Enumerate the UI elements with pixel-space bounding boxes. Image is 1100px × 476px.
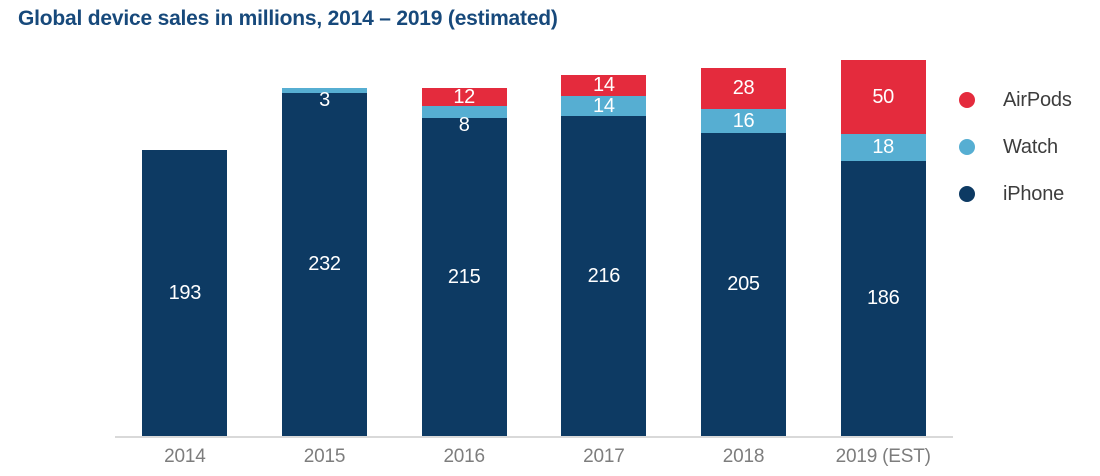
value-label: 216 xyxy=(587,265,621,288)
segment-iphone: 232 xyxy=(282,92,367,436)
segment-airpods: 50 xyxy=(840,60,926,135)
segment-iphone: 186 xyxy=(840,160,926,436)
legend-item-iphone: iPhone xyxy=(959,178,1072,210)
value-label: 50 xyxy=(872,86,895,109)
x-axis-label: 2019 (EST) xyxy=(835,446,931,467)
segment-iphone: 216 xyxy=(561,116,647,436)
stacked-bar: 28 16 205 xyxy=(674,0,814,436)
segment-iphone: 215 xyxy=(421,117,507,436)
value-label: 215 xyxy=(447,265,481,288)
stacked-bar: 14 14 216 xyxy=(534,0,674,436)
value-label: 193 xyxy=(168,282,202,305)
value-label: 3 xyxy=(319,88,330,111)
legend-label-watch: Watch xyxy=(1003,135,1058,158)
legend: AirPods Watch iPhone xyxy=(959,84,1072,225)
legend-swatch-iphone-icon xyxy=(959,186,975,202)
segment-airpods: 12 xyxy=(421,86,507,109)
value-label: 28 xyxy=(732,77,755,100)
value-label: 14 xyxy=(593,74,615,97)
x-axis-label: 2018 xyxy=(722,446,765,467)
stacked-bar: 193 xyxy=(115,0,255,436)
x-axis-label: 2014 xyxy=(164,446,206,467)
value-label: 186 xyxy=(866,287,900,310)
segment-airpods: 28 xyxy=(701,67,787,109)
x-axis-line xyxy=(115,436,953,438)
x-axis-labels: 2014 2015 2016 2017 2018 2019 (EST) xyxy=(115,446,953,468)
segment-airpods: 14 xyxy=(561,74,647,97)
value-label: 14 xyxy=(593,94,615,117)
value-label: 16 xyxy=(732,109,755,132)
segment-iphone: 205 xyxy=(701,132,787,436)
segment-watch: 18 xyxy=(840,134,926,161)
segment-iphone: 193 xyxy=(142,150,228,436)
segment-watch: 16 xyxy=(701,108,787,133)
segment-watch: 14 xyxy=(561,94,647,117)
segment-watch: 8 xyxy=(421,105,507,135)
value-label: 232 xyxy=(308,253,341,276)
x-axis-label: 2015 xyxy=(303,446,346,467)
legend-swatch-airpods-icon xyxy=(959,92,975,108)
value-label: 18 xyxy=(872,136,895,159)
value-label: 8 xyxy=(458,113,470,136)
legend-swatch-watch-icon xyxy=(959,139,975,155)
stacked-bar: 50 18 186 xyxy=(813,0,953,436)
value-label: 12 xyxy=(453,86,475,109)
legend-item-watch: Watch xyxy=(959,131,1072,163)
value-label: 205 xyxy=(727,273,760,296)
x-axis-label: 2016 xyxy=(443,446,485,467)
plot-area: 193 3 232 12 8 215 14 14 216 28 16 205 50 18 186 xyxy=(115,0,953,436)
x-axis-label: 2017 xyxy=(583,446,625,467)
stacked-bar: 12 8 215 xyxy=(394,0,534,436)
legend-item-airpods: AirPods xyxy=(959,84,1072,116)
segment-watch: 3 xyxy=(282,88,367,110)
chart-title: Global device sales in millions, 2014 – … xyxy=(18,7,558,30)
legend-label-iphone: iPhone xyxy=(1003,182,1065,205)
stacked-bar: 3 232 xyxy=(255,0,395,436)
legend-label-airpods: AirPods xyxy=(1003,88,1072,111)
